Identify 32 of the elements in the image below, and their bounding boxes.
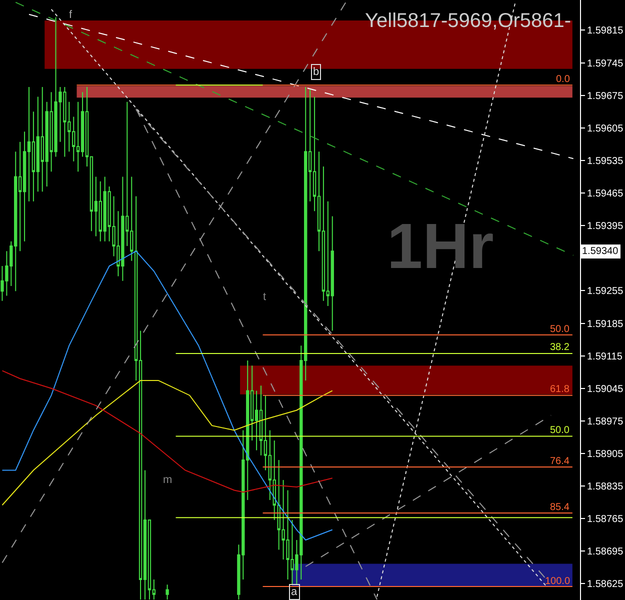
annotation: b bbox=[313, 66, 320, 78]
annotation: 85.4 bbox=[550, 502, 570, 513]
annotation: 50.0 bbox=[550, 324, 570, 335]
y-tick-label: 1.58765 bbox=[587, 514, 624, 526]
y-tick-label: 1.59745 bbox=[587, 58, 624, 70]
y-tick-label: 1.59045 bbox=[587, 384, 624, 395]
y-tick-label: 1.58905 bbox=[587, 448, 624, 460]
y-tick-label: 1.58695 bbox=[587, 546, 624, 558]
annotation: f bbox=[69, 9, 73, 21]
annotation: 76.4 bbox=[550, 456, 570, 467]
annotation: 1.59340 bbox=[582, 246, 619, 257]
annotation: 61.8 bbox=[550, 384, 570, 395]
y-tick-label: 1.59395 bbox=[587, 221, 624, 232]
y-tick-label: 1.59535 bbox=[587, 156, 624, 167]
y-tick-label: 1.59675 bbox=[587, 90, 624, 102]
annotation: t bbox=[263, 291, 266, 303]
y-tick-label: 1.58975 bbox=[587, 416, 624, 428]
y-tick-label: 1.59255 bbox=[587, 286, 624, 298]
y-tick-label: 1.59815 bbox=[587, 26, 624, 37]
annotation: 38.2 bbox=[550, 342, 570, 353]
y-tick-label: 1.58835 bbox=[587, 482, 624, 493]
annotation: a bbox=[291, 586, 298, 598]
annotation: m bbox=[163, 474, 172, 486]
y-tick-label: 1.59185 bbox=[587, 318, 624, 330]
y-tick-label: 1.59115 bbox=[587, 351, 623, 362]
annotation: 100.0 bbox=[545, 576, 570, 587]
annotation: 0.0 bbox=[556, 74, 570, 85]
y-tick-label: 1.59465 bbox=[587, 188, 624, 200]
y-tick-label: 1.59605 bbox=[587, 123, 624, 134]
annotation: 50.0 bbox=[550, 425, 570, 436]
annotation: 1Hr bbox=[387, 210, 494, 282]
y-tick-label: 1.58625 bbox=[587, 579, 624, 590]
